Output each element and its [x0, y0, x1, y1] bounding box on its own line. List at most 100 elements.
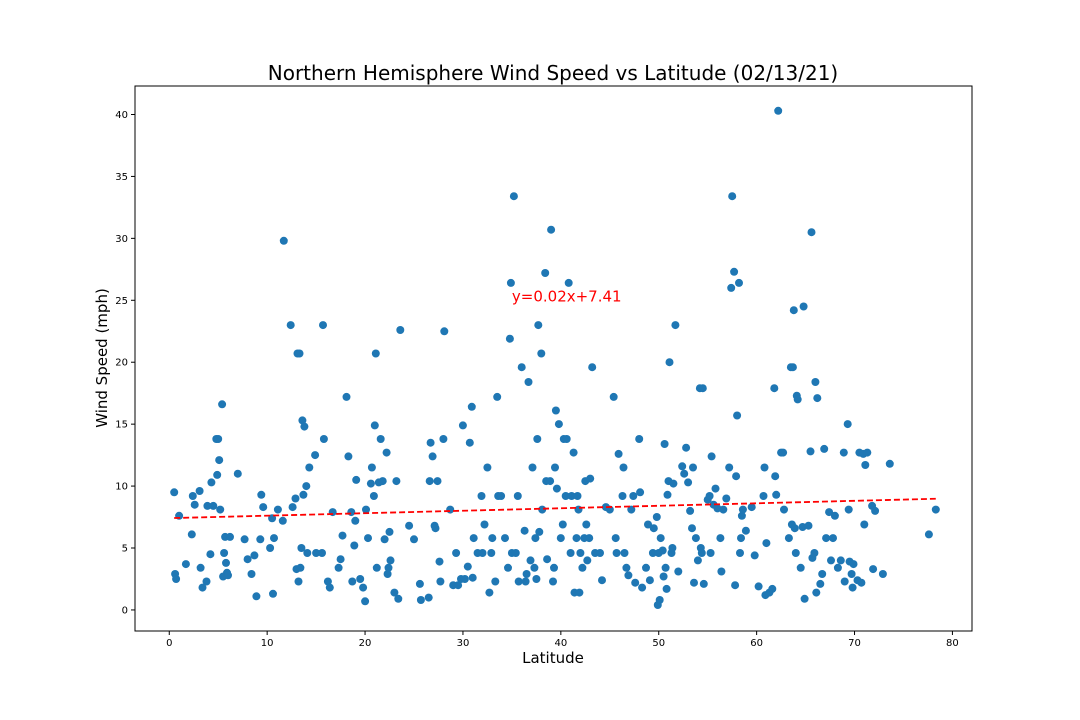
scatter-point: [273, 505, 282, 514]
scatter-point: [469, 534, 478, 543]
scatter-point: [303, 549, 312, 557]
scatter-point: [213, 470, 222, 479]
scatter-point: [860, 520, 869, 529]
scatter-point: [513, 492, 522, 500]
scatter-point: [585, 534, 594, 543]
scatter-point: [504, 563, 512, 572]
chart-title: Northern Hemisphere Wind Speed vs Latitu…: [268, 61, 838, 85]
scatter-point: [537, 349, 546, 358]
scatter-point: [433, 477, 442, 486]
scatter-point: [811, 378, 820, 386]
scatter-point: [195, 487, 204, 495]
scatter-point: [793, 395, 802, 404]
x-axis: 0 10 20 30 40 50 60 70 80: [166, 631, 959, 649]
axes-frame: [134, 85, 973, 632]
scatter-point: [574, 505, 583, 514]
x-tick-label: 70: [848, 638, 861, 649]
scatter-point: [319, 321, 327, 330]
scatter-point: [869, 565, 878, 574]
scatter-point: [780, 505, 788, 514]
scatter-point: [690, 578, 698, 587]
scatter-point: [825, 508, 834, 517]
scatter-point: [366, 479, 375, 488]
scatter-point: [644, 520, 652, 529]
scatter-point: [524, 378, 533, 386]
scatter-point: [848, 583, 857, 592]
scatter-point: [319, 435, 328, 443]
scatter-point: [534, 321, 543, 330]
scatter-point: [707, 452, 716, 461]
scatter-point: [807, 228, 816, 237]
scatter-point: [638, 583, 647, 592]
scatter-point: [705, 492, 714, 500]
scatter-point: [190, 500, 199, 509]
scatter-point: [187, 530, 196, 539]
scatter-point: [551, 406, 560, 415]
scatter-point: [730, 267, 739, 276]
scatter-point: [820, 444, 829, 453]
x-tick-label: 80: [946, 638, 959, 649]
scatter-point: [728, 192, 737, 201]
scatter-point: [575, 588, 584, 597]
scatter-point: [698, 384, 707, 393]
scatter-point: [840, 577, 849, 586]
scatter-point: [336, 555, 345, 564]
scatter-point: [586, 474, 595, 483]
scatter-point: [836, 556, 845, 565]
scatter-point: [266, 544, 275, 552]
scatter-point: [528, 463, 537, 472]
scatter-point: [300, 422, 309, 431]
scatter-point: [688, 524, 696, 533]
scatter-point: [356, 575, 365, 583]
scatter-point: [390, 588, 399, 597]
scatter-point: [506, 278, 515, 287]
scatter-point: [352, 475, 361, 484]
y-axis-label: Wind Speed (mph): [93, 288, 111, 428]
scatter-point: [181, 560, 190, 569]
y-tick-label: 15: [115, 420, 128, 431]
scatter-point: [318, 549, 326, 557]
scatter-point: [350, 541, 359, 550]
scatter-point: [839, 448, 848, 457]
scatter-point: [367, 463, 376, 472]
scatter-point: [732, 472, 741, 481]
scatter-point: [566, 549, 575, 557]
scatter-point: [624, 571, 633, 580]
scatter-point: [652, 513, 661, 521]
scatter-point: [699, 579, 708, 588]
scatter-point: [452, 549, 461, 557]
scatter-point: [259, 503, 268, 512]
scatter-point: [361, 597, 370, 606]
scatter-point: [214, 435, 223, 443]
scatter-point: [296, 563, 305, 572]
scatter-point: [196, 563, 205, 572]
scatter-point: [661, 563, 670, 572]
scatter-point: [719, 505, 728, 514]
scatter-point: [207, 478, 216, 487]
scatter-point: [295, 349, 304, 358]
scatter-point: [861, 461, 870, 469]
scatter-point: [226, 532, 234, 541]
scatter-point: [612, 549, 621, 557]
scatter-point: [588, 363, 597, 372]
scatter-point: [342, 392, 351, 401]
scatter-point: [671, 321, 680, 330]
scatter-point: [619, 463, 628, 472]
scatter-point: [678, 462, 687, 471]
scatter-point: [530, 563, 539, 572]
scatter-point: [233, 469, 242, 478]
scatter-point: [659, 572, 668, 581]
scatter-point: [549, 577, 557, 586]
scatter-point: [501, 534, 509, 543]
scatter-point: [454, 581, 463, 590]
scatter-point: [642, 563, 650, 572]
scatter-point: [655, 596, 664, 604]
scatter-point: [733, 411, 742, 420]
scatter-point: [334, 563, 343, 572]
scatter-point: [924, 530, 933, 539]
scatter-point: [770, 384, 779, 393]
scatter-point: [521, 577, 530, 586]
scatter-point: [645, 576, 654, 585]
scatter-point: [416, 596, 425, 604]
y-tick-label: 30: [115, 234, 128, 245]
